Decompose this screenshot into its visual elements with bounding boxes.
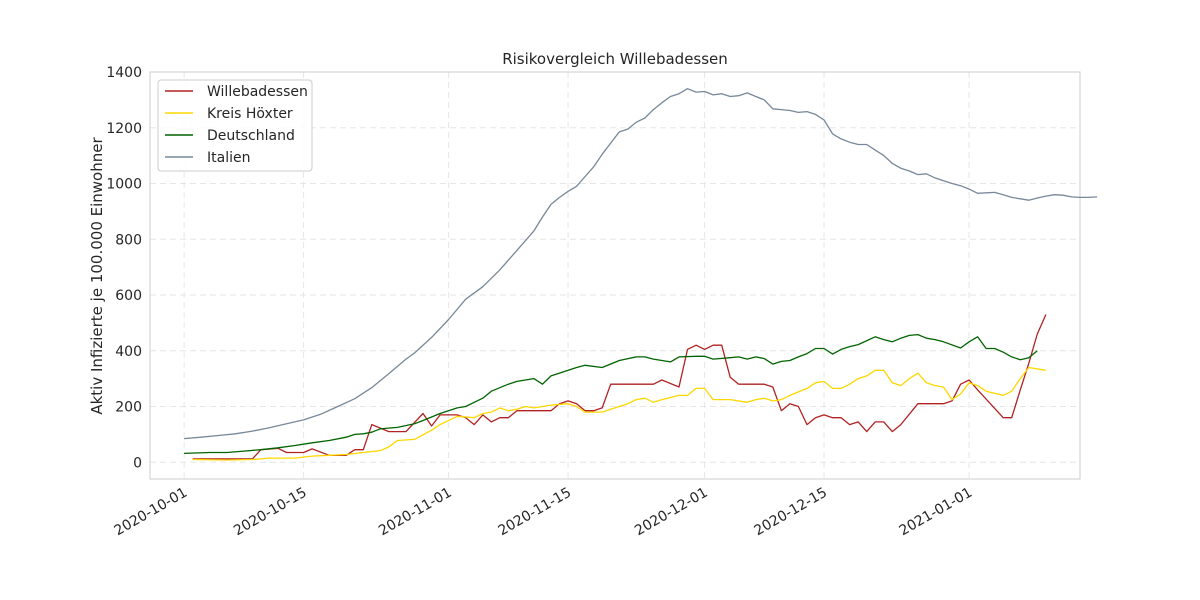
x-tick-label: 2020-10-01 [112, 485, 190, 540]
y-tick-label: 200 [115, 400, 142, 416]
y-tick-label: 600 [115, 288, 142, 304]
y-tick-label: 800 [115, 232, 142, 248]
x-tick-label: 2020-12-15 [752, 485, 830, 540]
series-line-deutschland [184, 333, 1038, 455]
chart-title: Risikovergleich Willebadessen [502, 50, 728, 68]
series-line-kreis-h-xter [192, 366, 1047, 461]
y-tick-label: 400 [115, 344, 142, 360]
legend-label: Italien [207, 150, 250, 166]
x-tick-label: 2020-11-15 [496, 485, 574, 540]
series-line-willebadessen [192, 314, 1047, 460]
legend: Willebadessen Kreis Höxter Deutschland Ital… [157, 79, 313, 172]
x-tick-label: 2020-10-15 [231, 485, 309, 540]
x-tick-label: 2021-01-01 [897, 485, 975, 540]
series-line-italien [184, 88, 1098, 440]
y-tick-label: 0 [133, 455, 142, 471]
series-lines [184, 88, 1098, 461]
legend-label: Deutschland [207, 128, 295, 144]
y-tick-label: 1200 [106, 121, 142, 137]
y-tick-label: 1000 [106, 177, 142, 193]
legend-frame [157, 79, 313, 172]
y-axis-label: Aktiv Infizierte je 100.000 Einwohner [88, 137, 106, 415]
legend-label: Kreis Höxter [207, 106, 293, 122]
y-tick-label: 1400 [106, 65, 142, 81]
x-tick-label: 2020-12-01 [632, 485, 710, 540]
x-tick-label: 2020-11-01 [376, 485, 454, 540]
legend-label: Willebadessen [207, 84, 308, 100]
plot-area-frame [149, 71, 1081, 480]
x-tick-labels: 2020-10-01 2020-10-15 2020-11-01 2020-11-15… [112, 485, 975, 540]
y-tick-labels: 0 200 400 600 800 1000 1200 1400 [106, 65, 142, 471]
